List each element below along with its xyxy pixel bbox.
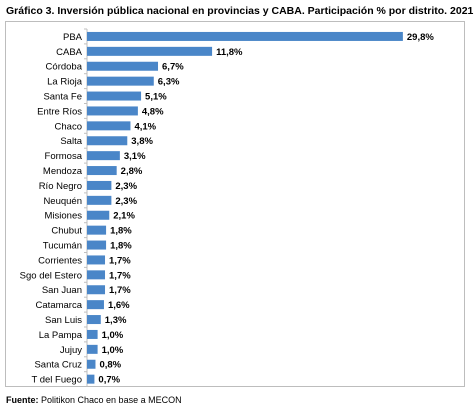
bar	[87, 195, 112, 205]
chart-title: Gráfico 3. Inversión pública nacional en…	[6, 5, 474, 17]
data-label: 4,8%	[142, 106, 164, 117]
data-label: 1,7%	[109, 270, 131, 281]
bar	[87, 31, 403, 41]
data-label: 1,7%	[109, 285, 131, 296]
data-label: 11,8%	[216, 47, 243, 58]
bar	[87, 61, 159, 71]
data-label: 29,8%	[407, 32, 434, 43]
category-label: Chaco	[55, 121, 82, 132]
category-label: La Pampa	[39, 330, 83, 341]
bar	[87, 315, 101, 325]
bar	[87, 210, 110, 220]
bar	[87, 329, 98, 339]
data-label: 1,7%	[109, 255, 131, 266]
category-label: San Luis	[45, 315, 82, 326]
category-label: San Juan	[42, 285, 82, 296]
category-label: Córdoba	[46, 62, 83, 73]
bar	[87, 166, 117, 176]
bar	[87, 46, 213, 56]
data-label: 1,6%	[108, 300, 130, 311]
data-label: 3,8%	[131, 136, 153, 147]
data-label: 1,0%	[102, 345, 124, 356]
source-note: Fuente: Politikon Chaco en base a MECON	[6, 395, 182, 405]
bar	[87, 359, 96, 369]
category-label: Sgo del Estero	[20, 270, 82, 281]
category-label: Santa Fe	[43, 91, 82, 102]
source-text: Politikon Chaco en base a MECON	[41, 395, 182, 405]
data-label: 0,8%	[99, 360, 121, 371]
category-label: Corrientes	[38, 255, 82, 266]
category-label: Salta	[60, 136, 82, 147]
category-label: Neuquén	[43, 196, 82, 207]
bar	[87, 180, 112, 190]
category-label: Misiones	[45, 211, 83, 222]
bar	[87, 374, 95, 384]
category-label: Jujuy	[60, 345, 82, 356]
data-label: 1,0%	[102, 330, 124, 341]
data-label: 0,7%	[98, 375, 120, 386]
bar	[87, 225, 107, 235]
category-label: Formosa	[45, 151, 83, 162]
category-label: Tucumán	[43, 240, 82, 251]
data-label: 1,8%	[110, 226, 132, 237]
category-label: Catamarca	[36, 300, 83, 311]
category-label: Río Negro	[39, 181, 82, 192]
category-label: Mendoza	[43, 166, 83, 177]
bar	[87, 136, 128, 146]
category-label: Entre Ríos	[37, 106, 82, 117]
category-label: CABA	[56, 47, 83, 58]
data-label: 6,3%	[158, 77, 180, 88]
category-label: PBA	[63, 32, 83, 43]
data-label: 4,1%	[134, 121, 156, 132]
category-label: T del Fuego	[31, 375, 82, 386]
bar	[87, 344, 98, 354]
category-label: Chubut	[51, 226, 82, 237]
bar	[87, 255, 106, 265]
bar	[87, 91, 142, 101]
data-label: 1,3%	[105, 315, 127, 326]
bar	[87, 106, 138, 116]
bar	[87, 121, 131, 131]
data-label: 2,1%	[113, 211, 135, 222]
bar	[87, 285, 106, 295]
data-label: 1,8%	[110, 240, 132, 251]
data-label: 5,1%	[145, 91, 167, 102]
data-label: 3,1%	[124, 151, 146, 162]
data-label: 2,8%	[121, 166, 143, 177]
data-label: 2,3%	[115, 181, 137, 192]
category-label: La Rioja	[47, 77, 83, 88]
data-label: 6,7%	[162, 62, 184, 73]
source-label: Fuente:	[6, 395, 39, 405]
chart-frame	[5, 21, 465, 387]
bar-chart: PBA 29,8% CABA 11,8% Córdoba 6,7% La Rioja 6,3%…	[20, 28, 434, 387]
bar	[87, 300, 104, 310]
bar	[87, 151, 120, 161]
category-label: Santa Cruz	[34, 360, 82, 371]
bar	[87, 76, 154, 86]
bar	[87, 240, 107, 250]
bar	[87, 270, 106, 280]
data-label: 2,3%	[115, 196, 137, 207]
